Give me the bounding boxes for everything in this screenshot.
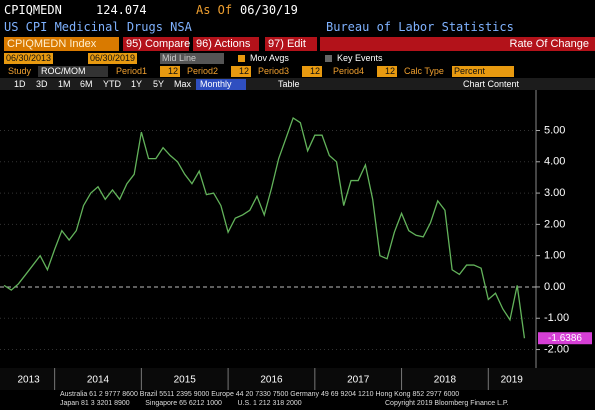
x-tick-label: 2018 — [434, 375, 457, 386]
y-tick-label: 0.00 — [544, 281, 565, 293]
edit-button[interactable]: 97) Edit — [265, 37, 317, 51]
frequency-select[interactable]: Monthly — [196, 79, 246, 90]
mov-avgs-label: Mov Avgs — [250, 53, 289, 63]
range-button[interactable]: 5Y — [153, 79, 165, 89]
y-tick-label: 1.00 — [544, 250, 565, 262]
source: Bureau of Labor Statistics — [326, 20, 514, 34]
description: US CPI Medicinal Drugs NSA — [4, 20, 192, 34]
range-bar — [0, 78, 595, 90]
x-tick-label: 2013 — [17, 375, 40, 386]
y-tick-label: 2.00 — [544, 218, 565, 230]
start-date[interactable]: 06/30/2013 — [4, 53, 54, 64]
period-input[interactable]: 12 — [231, 66, 251, 77]
key-events-checkbox[interactable] — [325, 55, 332, 62]
period-label: Period2 — [187, 66, 219, 76]
period-input[interactable]: 12 — [302, 66, 322, 77]
as-of-label: As Of — [196, 3, 233, 17]
range-button[interactable]: 1D — [14, 79, 26, 89]
copyright: Copyright 2019 Bloomberg Finance L.P. — [385, 400, 509, 407]
range-button[interactable]: 6M — [80, 79, 93, 89]
x-axis-band — [0, 368, 595, 390]
x-tick-label: 2014 — [87, 375, 110, 386]
study-input[interactable]: ROC/MOM — [38, 66, 108, 77]
actions-button[interactable]: 96) Actions — [193, 37, 259, 51]
y-tick-label: -1.00 — [544, 312, 569, 324]
y-tick-label: 3.00 — [544, 187, 565, 199]
key-events-label: Key Events — [337, 53, 383, 63]
end-date[interactable]: 06/30/2019 — [88, 53, 138, 64]
calc-type-label: Calc Type — [404, 66, 444, 76]
compare-button[interactable]: 95) Compare — [123, 37, 190, 51]
as-of-date: 06/30/19 — [240, 3, 298, 17]
x-tick-label: 2016 — [260, 375, 283, 386]
mov-avgs-checkbox[interactable] — [238, 55, 245, 62]
line-style[interactable]: Mid Line — [160, 53, 224, 64]
price: 124.074 — [96, 3, 147, 17]
calc-type-input[interactable]: Percent — [452, 66, 514, 77]
study-label: Study — [8, 66, 32, 76]
panel-bar: Rate Of Change — [320, 37, 595, 51]
x-tick-label: 2017 — [347, 375, 370, 386]
data-line — [3, 116, 526, 339]
chart: 5.00 4.00 3.00 2.00 1.00 0.00 -1.00 -2.00 2013 20… — [0, 90, 595, 390]
period-input[interactable]: 12 — [160, 66, 180, 77]
security-input[interactable]: CPIQMEDN Index — [4, 37, 119, 51]
period-label: Period1 — [116, 66, 148, 76]
range-button[interactable]: 3D — [36, 79, 48, 89]
range-button[interactable]: Max — [174, 79, 192, 89]
x-tick-label: 2015 — [174, 375, 197, 386]
range-button[interactable]: 1Y — [131, 79, 143, 89]
period-input[interactable]: 12 — [377, 66, 397, 77]
ticker: CPIQMEDN — [4, 3, 62, 17]
chart-content-button[interactable]: Chart Content — [463, 79, 520, 89]
x-tick-label: 2019 — [501, 375, 524, 386]
period-label: Period4 — [333, 66, 365, 76]
last-value-box — [538, 332, 592, 345]
y-tick-label: 4.00 — [544, 156, 565, 168]
period-label: Period3 — [258, 66, 290, 76]
last-value-label: -1.6386 — [548, 333, 582, 344]
table-button[interactable]: Table — [278, 79, 300, 89]
range-button[interactable]: 1M — [58, 79, 71, 89]
y-tick-label: 5.00 — [544, 124, 565, 136]
footer-contacts: Australia 61 2 9777 8600 Brazil 5511 239… — [60, 391, 460, 398]
y-tick-label: -2.00 — [544, 343, 569, 355]
panel-title: Rate Of Change — [509, 38, 590, 50]
range-button[interactable]: YTD — [103, 79, 121, 89]
footer-contacts: Japan 81 3 3201 8900 Singapore 65 6212 1… — [60, 400, 302, 407]
